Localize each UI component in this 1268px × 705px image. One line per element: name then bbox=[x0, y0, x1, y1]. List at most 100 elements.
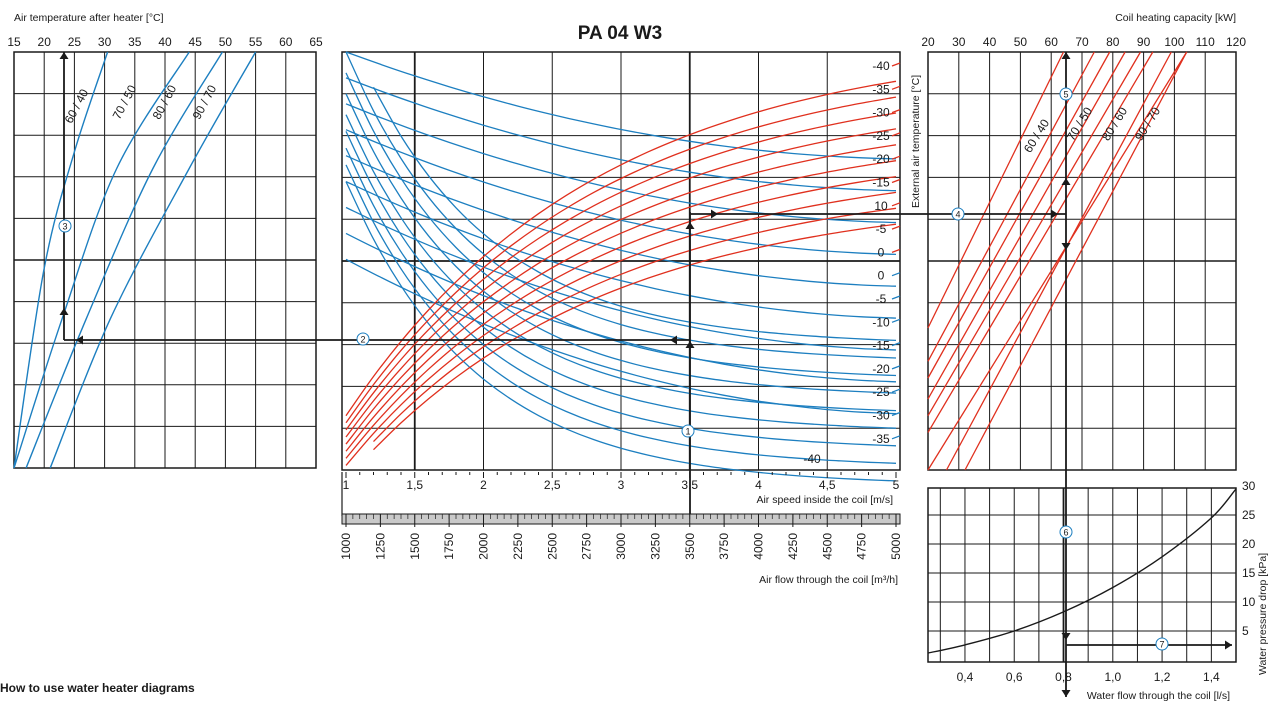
flow-tick-label: 4250 bbox=[786, 533, 800, 560]
flow-tick-label: 2000 bbox=[477, 533, 491, 560]
blue-curve bbox=[345, 51, 897, 160]
red-line bbox=[927, 51, 1142, 417]
step-marker-3 bbox=[58, 219, 72, 233]
temperature-tick bbox=[891, 108, 901, 114]
x-tick-label: 80 bbox=[1106, 35, 1120, 49]
series-label: 80 / 60 bbox=[150, 82, 180, 121]
blue-curve bbox=[345, 155, 897, 287]
flow-tick-label: 4750 bbox=[855, 533, 869, 560]
flow-tick-label: 2500 bbox=[545, 533, 559, 560]
step-number-2: 2 bbox=[360, 335, 365, 345]
flow-tick-label: 4500 bbox=[820, 533, 834, 560]
arrow-head bbox=[1061, 633, 1071, 640]
temperature-tick-label: 0 bbox=[878, 245, 885, 259]
arrow-head bbox=[1061, 690, 1071, 697]
curve-60/40 bbox=[13, 51, 109, 469]
temperature-tick bbox=[891, 341, 901, 347]
footer-text: How to use water heater diagrams bbox=[0, 681, 195, 695]
curve-90/70 bbox=[49, 51, 257, 469]
temperature-tick bbox=[891, 318, 901, 323]
red-curve bbox=[345, 128, 897, 438]
step-number-7: 7 bbox=[1159, 640, 1164, 650]
x-tick-label: 55 bbox=[249, 35, 263, 49]
red-curve bbox=[345, 80, 897, 417]
flow-tick-label: 1750 bbox=[442, 533, 456, 560]
red-line bbox=[927, 51, 1188, 471]
x-tick-label: 45 bbox=[189, 35, 203, 49]
axis-title-coil-capacity: Coil heating capacity [kW] bbox=[1115, 12, 1236, 24]
x-tick-label: 1,4 bbox=[1203, 670, 1220, 684]
flow-tick-label: 5000 bbox=[889, 533, 903, 560]
step-marker-7 bbox=[1155, 637, 1169, 651]
panel-frame bbox=[927, 51, 1237, 471]
red-curve bbox=[373, 223, 897, 451]
x-tick-label: 60 bbox=[1045, 35, 1059, 49]
red-line bbox=[927, 51, 1065, 329]
blue-curve bbox=[345, 232, 897, 383]
temperature-tick bbox=[891, 388, 901, 393]
x-axis-title-air-speed: Air speed inside the coil [m/s] bbox=[756, 494, 893, 506]
curve-80/60 bbox=[25, 51, 224, 469]
red-line bbox=[964, 51, 1188, 471]
arrow-head bbox=[1225, 640, 1232, 650]
x-tick-label: 0,6 bbox=[1006, 670, 1023, 684]
arrow-head bbox=[1061, 178, 1071, 185]
flow-tick-label: 2750 bbox=[580, 533, 594, 560]
x-tick-label: 5 bbox=[893, 478, 900, 492]
y-axis-title-external-temperature: External air temperature [°C] bbox=[910, 75, 922, 208]
blue-curve bbox=[345, 206, 897, 351]
red-curve bbox=[345, 175, 897, 459]
x-tick-label: 30 bbox=[98, 35, 112, 49]
temperature-tick-label: -5 bbox=[876, 292, 887, 306]
arrow-head bbox=[1051, 209, 1058, 219]
temperature-tick-label: -15 bbox=[872, 176, 890, 190]
blue-curve bbox=[372, 86, 897, 342]
y-axis-title-pressure-drop: Water pressure drop [kPa] bbox=[1257, 553, 1268, 675]
blue-curve bbox=[345, 51, 897, 359]
temperature-tick bbox=[891, 295, 901, 300]
y-tick-label: 20 bbox=[1242, 537, 1256, 551]
red-line bbox=[927, 51, 1111, 379]
panel-frame bbox=[341, 51, 901, 471]
red-curve bbox=[345, 112, 897, 431]
temperature-tick-label: -30 bbox=[872, 409, 890, 423]
x-tick-label: 4,5 bbox=[819, 478, 836, 492]
x-tick-label: 20 bbox=[921, 35, 935, 49]
axis-title-air-temperature: Air temperature after heater [°C] bbox=[14, 12, 164, 24]
arrow-head bbox=[670, 335, 677, 345]
temperature-tick-label: -25 bbox=[872, 385, 890, 399]
temperature-tick-label: -40 bbox=[872, 59, 890, 73]
temperature-tick bbox=[891, 178, 901, 184]
x-tick-label: 110 bbox=[1196, 35, 1215, 49]
temperature-tick-label: -10 bbox=[872, 315, 890, 329]
temperature-tick-label: -15 bbox=[872, 339, 890, 353]
x-tick-label: 20 bbox=[38, 35, 52, 49]
x-tick-label: 60 bbox=[279, 35, 293, 49]
step-marker-4 bbox=[951, 207, 965, 221]
temperature-tick bbox=[891, 85, 901, 90]
temperature-tick-label: -35 bbox=[872, 82, 890, 96]
temperature-tick bbox=[891, 248, 901, 254]
x-tick-label: 90 bbox=[1137, 35, 1151, 49]
blue-curve-label: -40 bbox=[803, 452, 821, 466]
blue-curve bbox=[345, 181, 897, 319]
temperature-tick bbox=[891, 411, 901, 417]
pressure-curve bbox=[927, 488, 1237, 654]
x-axis-title-water-flow: Water flow through the coil [l/s] bbox=[1087, 690, 1230, 702]
blue-curve bbox=[345, 103, 897, 224]
temperature-tick-label: -35 bbox=[872, 432, 890, 446]
blue-curve bbox=[345, 181, 897, 482]
blue-curve bbox=[345, 258, 897, 415]
panel-frame bbox=[13, 51, 317, 469]
curve-70/50 bbox=[13, 51, 190, 469]
step-number-6: 6 bbox=[1063, 528, 1068, 538]
arrow-head bbox=[59, 52, 69, 59]
step-marker-2 bbox=[356, 332, 370, 346]
arrow-up bbox=[685, 222, 695, 229]
flow-tick-label: 3500 bbox=[683, 533, 697, 560]
red-curve bbox=[345, 96, 897, 424]
temperature-tick-label: -5 bbox=[876, 222, 887, 236]
x-tick-label: 4 bbox=[755, 478, 762, 492]
y-tick-label: 10 bbox=[1242, 595, 1256, 609]
temperature-tick-label: -20 bbox=[872, 362, 890, 376]
